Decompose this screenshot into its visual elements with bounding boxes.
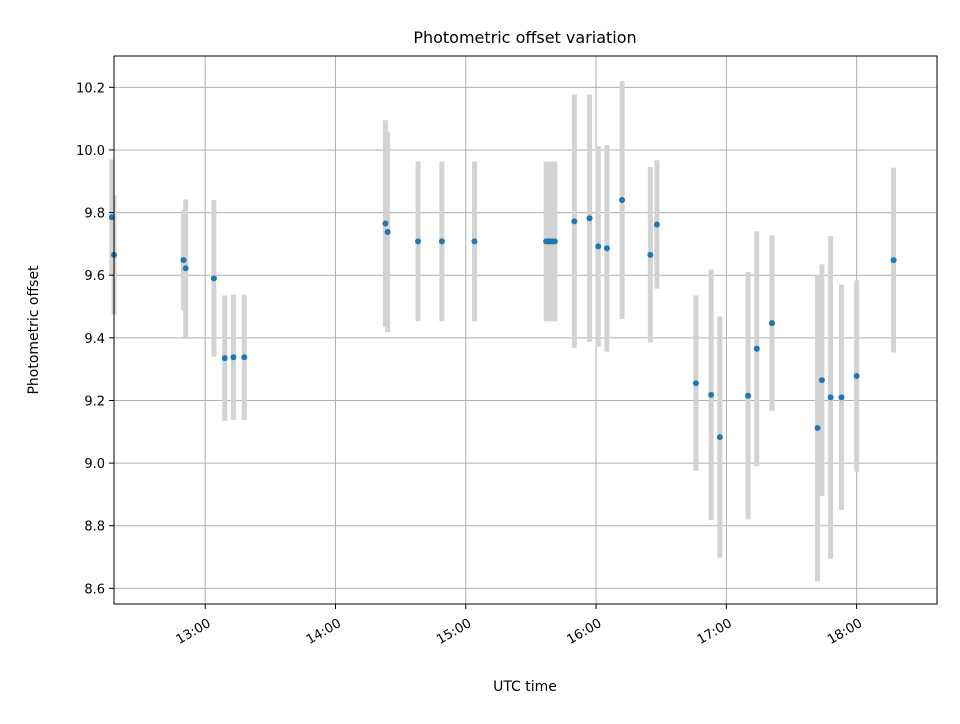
chart-title: Photometric offset variation [413,28,636,47]
data-point [471,238,478,245]
data-point [415,238,422,245]
data-point [838,394,845,401]
data-point [384,228,391,235]
data-point [890,257,897,264]
data-point [551,238,558,245]
data-points [108,197,897,441]
plot-frame [113,55,938,605]
grid [114,56,937,604]
data-point [753,345,760,352]
data-point [180,257,187,264]
data-point [745,392,752,399]
data-point [603,245,610,252]
data-point [653,221,660,228]
y-tick-label: 9.8 [84,207,105,222]
data-point [818,377,825,384]
data-point [241,354,248,361]
data-point [768,320,775,327]
data-point [692,380,699,387]
data-point [708,391,715,398]
y-tick-label: 10.0 [76,144,105,159]
y-tick-label: 9.0 [84,457,105,472]
data-point [571,218,578,225]
data-point [595,243,602,250]
data-point [210,275,217,282]
data-point [438,238,445,245]
y-tick-label: 8.8 [84,520,105,535]
y-axis-label: Photometric offset [26,265,42,395]
data-point [853,373,860,380]
data-point [221,355,228,362]
y-axis-ticks: 8.6 8.8 9.0 9.2 9.4 9.6 9.8 10.0 10.2 [76,81,114,597]
data-point [619,197,626,204]
x-axis-label: UTC time [493,679,557,695]
y-tick-label: 8.6 [84,582,105,597]
data-point [716,434,723,441]
data-point [814,425,821,432]
y-tick-label: 10.2 [76,81,105,96]
data-point [647,251,654,258]
data-point [108,214,115,221]
data-point [586,215,593,222]
data-point [182,265,189,272]
y-tick-label: 9.4 [84,332,105,347]
y-tick-label: 9.6 [84,269,105,284]
data-point [382,220,389,227]
y-tick-label: 9.2 [84,394,105,409]
data-point [230,354,237,361]
data-point [827,394,834,401]
